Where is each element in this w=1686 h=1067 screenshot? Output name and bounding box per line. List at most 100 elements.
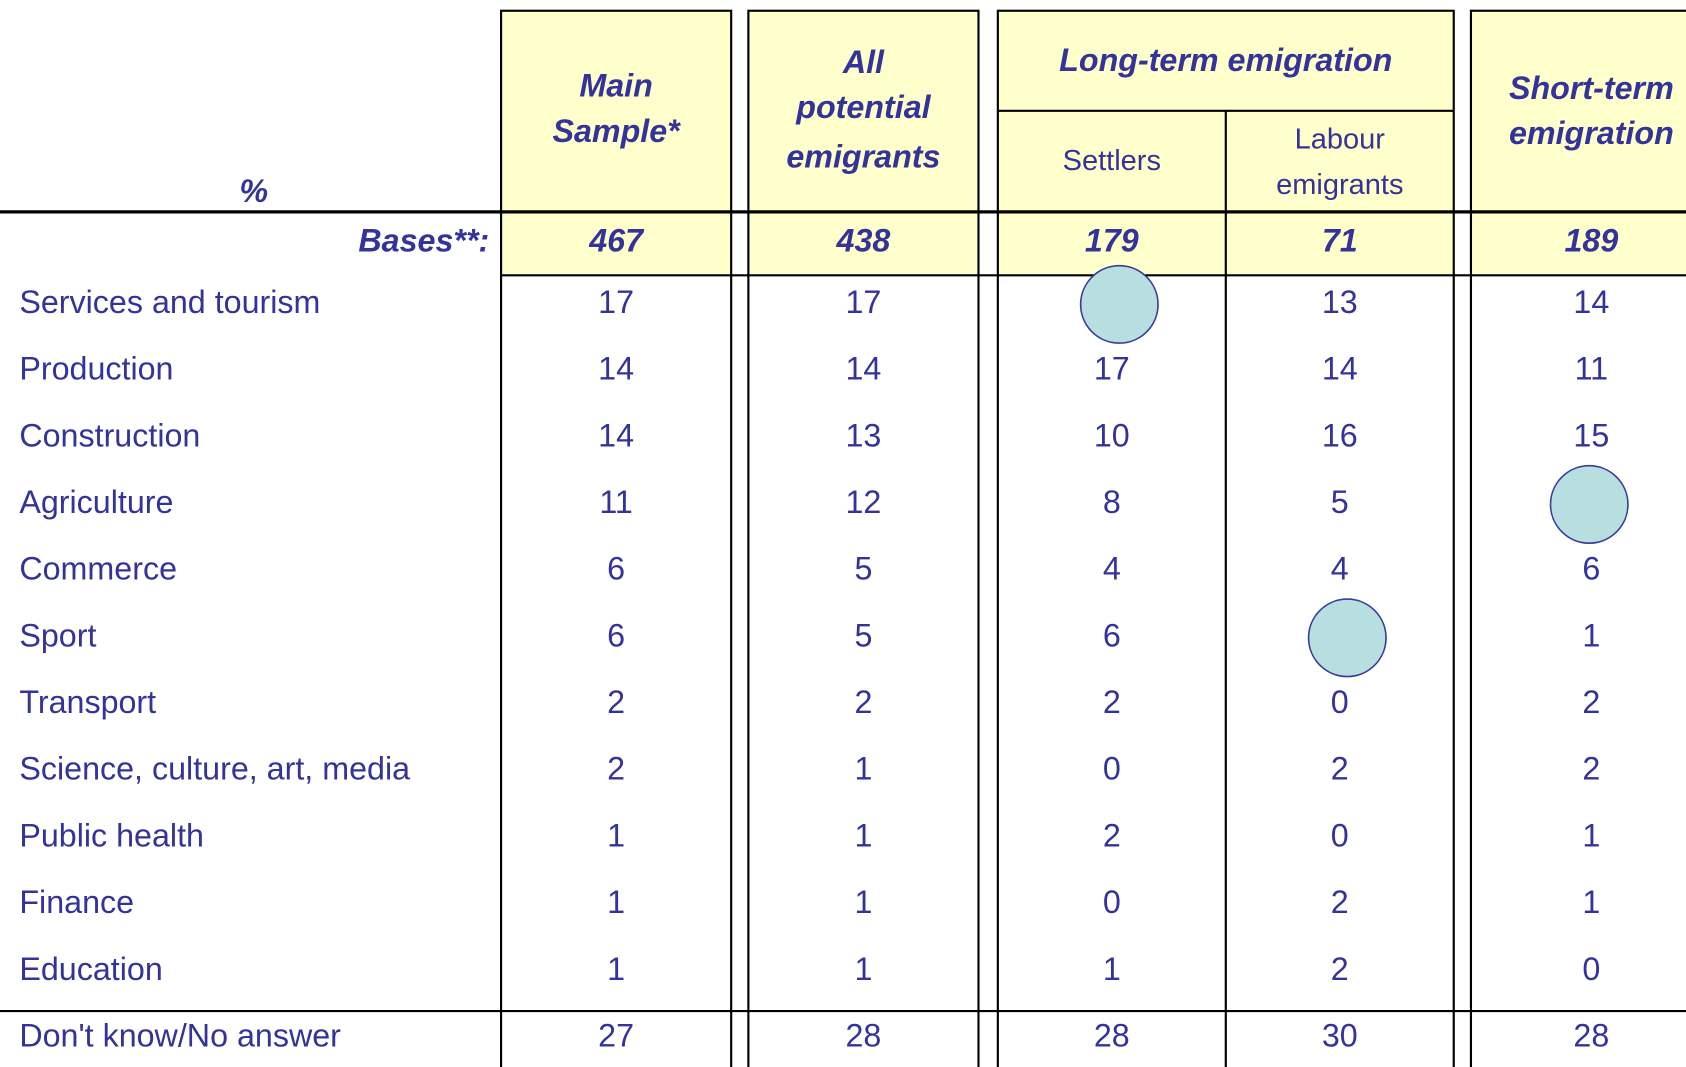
row-label: Science, culture, art, media — [19, 751, 410, 787]
cell-value: 2 — [854, 684, 872, 720]
column-box — [499, 9, 733, 1067]
row-label: Construction — [19, 417, 200, 453]
cell-value: 0 — [1103, 884, 1121, 920]
cell-value: 1 — [1582, 817, 1600, 853]
cell-value: 2 — [1103, 684, 1121, 720]
cell-value: 28 — [1094, 1017, 1130, 1053]
cell-value: 0 — [1331, 817, 1349, 853]
row-label: Agriculture — [19, 484, 173, 520]
column-box — [996, 9, 1455, 1067]
cell-value: 1 — [854, 884, 872, 920]
cell-value: 0 — [1582, 951, 1600, 987]
column-header: emigrants — [786, 139, 940, 175]
bases-value: 467 — [588, 223, 645, 259]
cell-value: 8 — [1103, 484, 1121, 520]
cell-value: 2 — [607, 684, 625, 720]
cell-value: 2 — [1331, 884, 1349, 920]
column-header: Sample* — [552, 113, 681, 149]
cell-value: 5 — [854, 551, 872, 587]
column-box — [747, 9, 980, 1067]
column-header: Main — [579, 68, 652, 104]
cell-value: 4 — [1331, 551, 1349, 587]
header-backgrounds — [501, 10, 1686, 276]
highlights — [1079, 264, 1629, 678]
cell-value: 1 — [607, 817, 625, 853]
cell-value: 30 — [1322, 1017, 1358, 1053]
cell-value: 17 — [845, 284, 881, 320]
column-header: All — [842, 44, 885, 80]
cell-value: 1 — [854, 751, 872, 787]
row-label: Public health — [19, 817, 204, 853]
header-bg — [748, 10, 979, 276]
cell-value: 6 — [1103, 617, 1121, 653]
cell-value: 10 — [1094, 417, 1130, 453]
cell-value: 14 — [1322, 351, 1358, 387]
bases-label: Bases**: — [358, 223, 489, 259]
cell-value: 2 — [1103, 817, 1121, 853]
cell-value: 13 — [845, 417, 881, 453]
row-label: Education — [19, 951, 162, 987]
bases-value: 179 — [1085, 223, 1139, 259]
column-header: emigration — [1509, 115, 1674, 151]
cell-value: 1 — [607, 884, 625, 920]
cell-value: 4 — [1103, 551, 1121, 587]
row-label: Transport — [19, 684, 156, 720]
column-header: Short-term — [1509, 70, 1674, 106]
cell-value: 14 — [598, 417, 634, 453]
cell-value: 2 — [607, 751, 625, 787]
cell-value: 6 — [1582, 551, 1600, 587]
row-label: Commerce — [19, 551, 177, 587]
cell-value: 14 — [1573, 284, 1609, 320]
cell-value: 6 — [607, 617, 625, 653]
circle-marker — [1549, 464, 1629, 544]
grid — [0, 9, 1686, 1067]
bases-value: 71 — [1322, 223, 1358, 259]
cell-value: 1 — [854, 817, 872, 853]
cell-value: 15 — [1573, 417, 1609, 453]
cell-value: 2 — [1582, 684, 1600, 720]
row-label: Don't know/No answer — [19, 1017, 341, 1053]
cell-value: 28 — [1573, 1017, 1609, 1053]
group-header: Long-term emigration — [1059, 42, 1392, 78]
row-label: Production — [19, 351, 173, 387]
cell-value: 28 — [845, 1017, 881, 1053]
row-label: Finance — [19, 884, 134, 920]
cell-value: 0 — [1331, 684, 1349, 720]
cell-value: 13 — [1322, 284, 1358, 320]
bases-value: 438 — [836, 223, 891, 259]
column-header: Settlers — [1063, 145, 1161, 177]
cell-value: 2 — [1331, 751, 1349, 787]
cell-value: 27 — [598, 1017, 634, 1053]
cell-value: 5 — [1331, 484, 1349, 520]
column-box — [1469, 9, 1686, 1067]
cell-value: 1 — [854, 951, 872, 987]
cell-value: 17 — [598, 284, 634, 320]
cell-value: 14 — [845, 351, 881, 387]
cell-value: 2 — [1582, 751, 1600, 787]
cell-value: 11 — [1575, 351, 1608, 387]
cell-value: 6 — [607, 551, 625, 587]
cell-value: 5 — [854, 617, 872, 653]
cell-value: 0 — [1103, 751, 1121, 787]
header-bg — [501, 10, 732, 276]
row-label-header: % — [239, 173, 268, 209]
cell-value: 17 — [1094, 351, 1130, 387]
cell-value: 14 — [598, 351, 634, 387]
column-header: Labour — [1295, 124, 1386, 156]
circle-marker — [1079, 264, 1159, 344]
column-header: emigrants — [1276, 169, 1403, 201]
header-bg — [1470, 10, 1686, 276]
row-label: Services and tourism — [19, 284, 320, 320]
bases-value: 189 — [1564, 223, 1618, 259]
cell-value: 2 — [1331, 951, 1349, 987]
cell-value: 12 — [845, 484, 881, 520]
cell-value: 1 — [1103, 951, 1121, 987]
cell-value: 1 — [607, 951, 625, 987]
row-label: Sport — [19, 617, 96, 653]
cell-value: 16 — [1322, 417, 1358, 453]
column-header: potential — [795, 89, 931, 125]
cell-value: 1 — [1582, 884, 1600, 920]
cell-value: 11 — [599, 484, 632, 520]
cell-value: 1 — [1582, 617, 1600, 653]
